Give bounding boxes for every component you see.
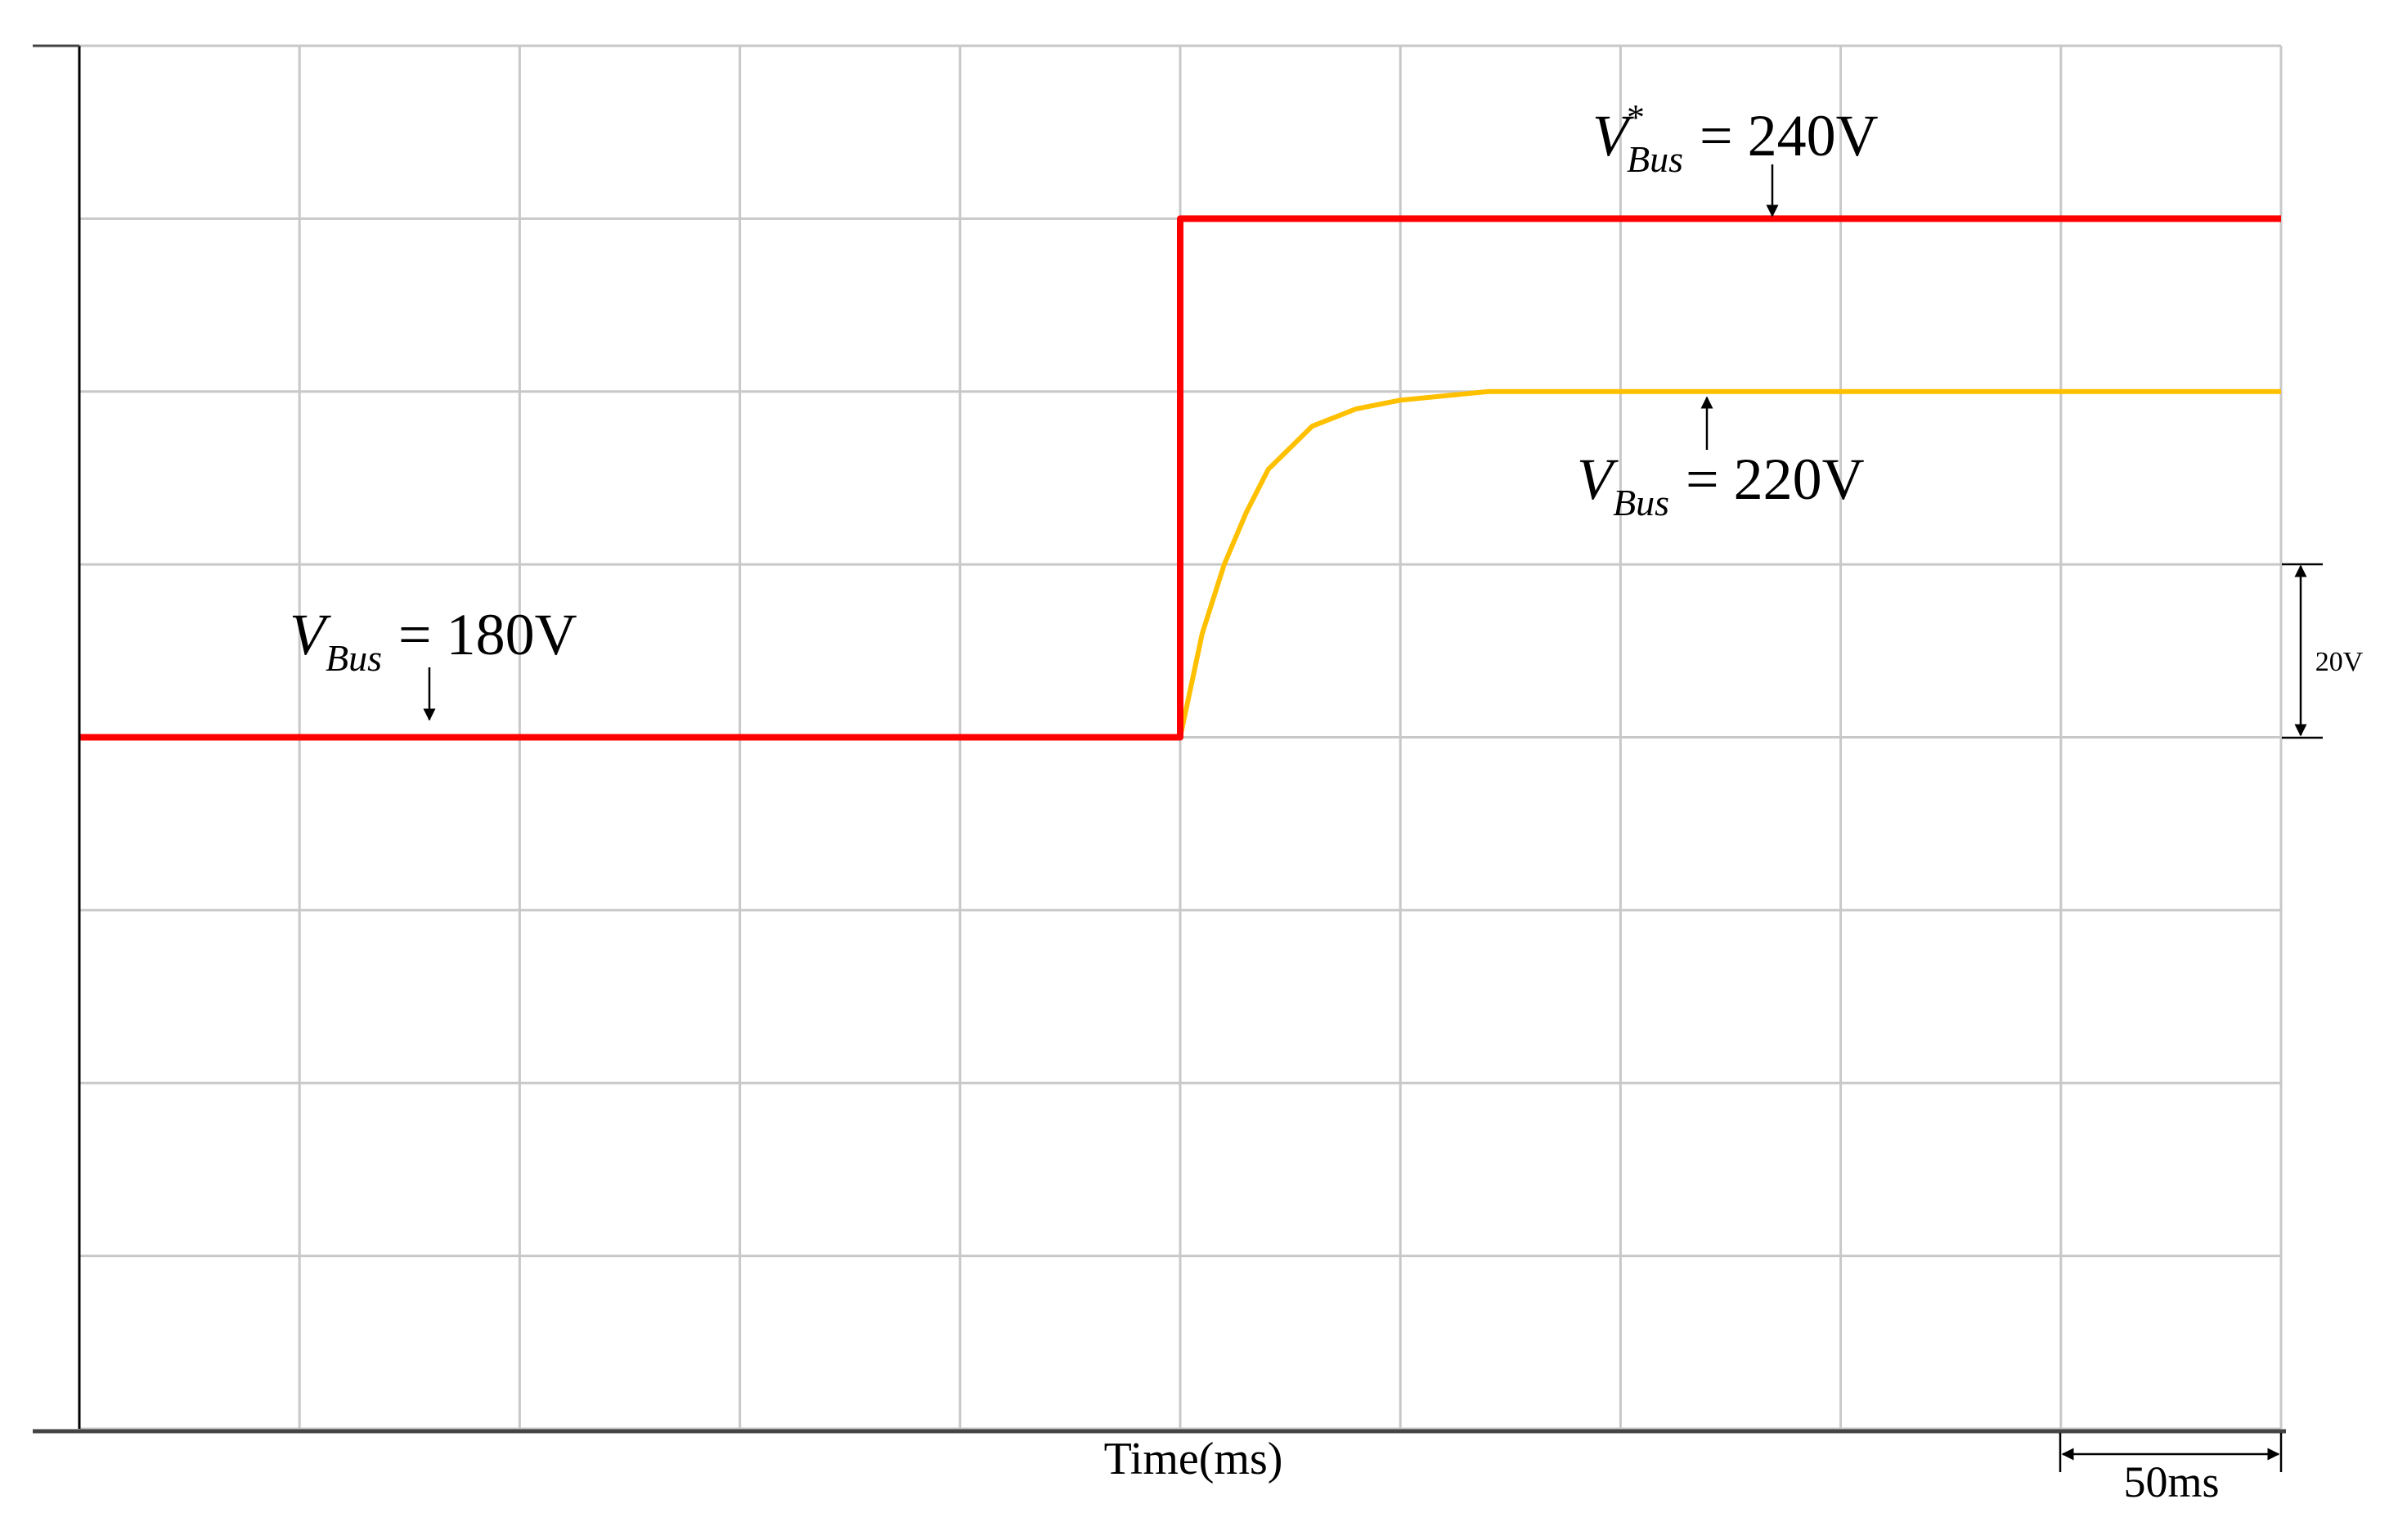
- symbol: V: [1577, 447, 1619, 512]
- series-line: [79, 215, 2281, 741]
- annotation: V* Bus = 240V: [1592, 97, 1879, 180]
- symbol: V: [1592, 103, 1634, 168]
- superscript: *: [1627, 97, 1645, 137]
- x-axis-label: Time(ms): [1104, 1434, 1283, 1484]
- series-line: [79, 388, 2281, 740]
- subscript: Bus: [1627, 138, 1683, 180]
- voltage-scale-label: 20V: [2315, 647, 2364, 677]
- annotation: VBus = 220V: [1577, 447, 1865, 523]
- symbol: V: [290, 602, 331, 667]
- annotation-text: = 220V: [1686, 447, 1865, 512]
- subscript: Bus: [1613, 482, 1669, 523]
- annotation-text: = 240V: [1700, 103, 1879, 168]
- time-scale-label: 50ms: [2123, 1457, 2219, 1506]
- annotation: VBus = 180V: [290, 602, 577, 679]
- annotation-text: = 180V: [398, 602, 577, 667]
- traces: [79, 215, 2281, 741]
- subscript: Bus: [326, 637, 382, 679]
